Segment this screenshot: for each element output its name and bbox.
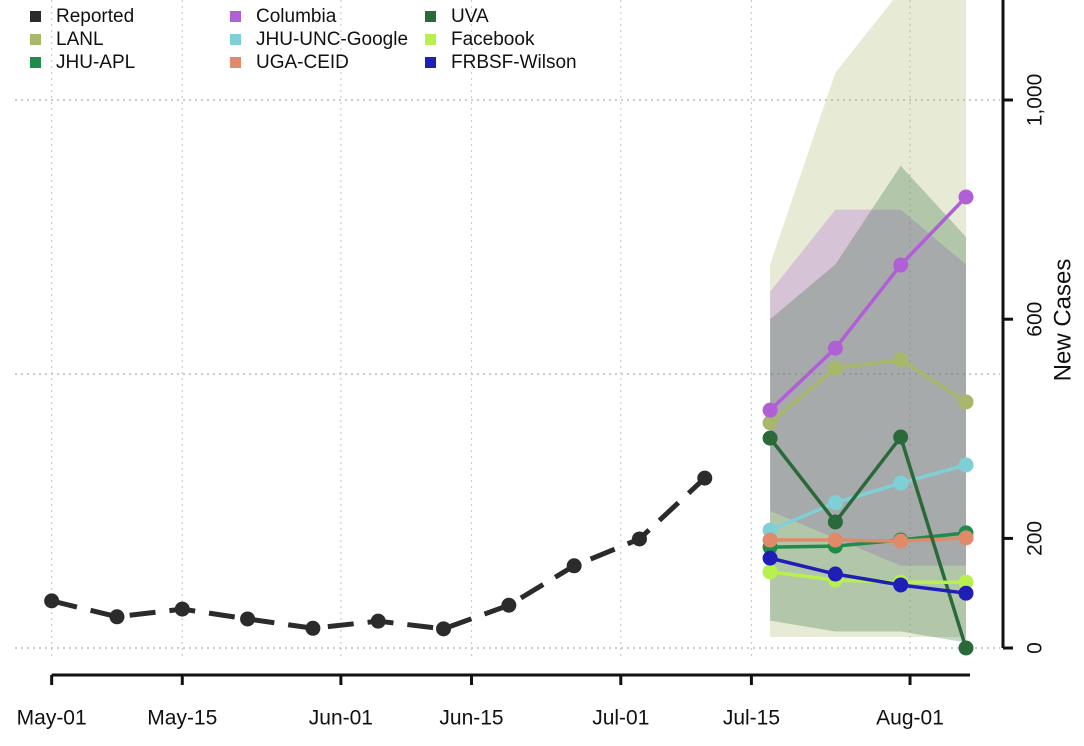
data-point xyxy=(958,530,974,546)
data-point xyxy=(827,340,843,356)
series-line xyxy=(768,195,968,412)
x-tick-label: Jun-15 xyxy=(439,707,503,730)
data-point xyxy=(762,564,778,580)
legend-swatch xyxy=(30,11,41,22)
data-point xyxy=(893,475,909,491)
legend-label: Columbia xyxy=(256,6,337,27)
data-point xyxy=(240,611,256,627)
legend-label: Facebook xyxy=(451,29,535,50)
legend-swatch xyxy=(425,11,436,22)
x-tick-label: Jul-01 xyxy=(592,707,649,730)
data-point xyxy=(893,352,909,368)
data-point xyxy=(827,566,843,582)
legend-swatch xyxy=(230,11,241,22)
x-tick-label: May-01 xyxy=(17,707,87,730)
legend-label: UVA xyxy=(451,6,489,27)
data-point xyxy=(893,577,909,593)
data-point xyxy=(174,601,190,617)
data-point xyxy=(958,574,974,590)
series-line xyxy=(769,463,967,532)
data-point xyxy=(566,558,582,574)
legend-swatch xyxy=(230,57,241,68)
x-tick-label: Aug-01 xyxy=(876,707,944,730)
series-line xyxy=(768,433,968,649)
y-tick-label: 600 xyxy=(1024,302,1047,337)
x-tick-label: Jun-01 xyxy=(309,707,373,730)
uncertainty-band xyxy=(770,165,967,643)
y-axis-label: New Cases xyxy=(1049,259,1076,382)
legend-label: JHU-APL xyxy=(56,52,135,73)
data-point xyxy=(827,532,843,548)
y-tick-label: 0 xyxy=(1024,642,1047,654)
data-point xyxy=(305,620,321,636)
data-point xyxy=(436,621,452,637)
legend-label: UGA-CEID xyxy=(256,52,349,73)
y-tick-label: 200 xyxy=(1024,521,1047,556)
data-point xyxy=(762,550,778,566)
data-point xyxy=(762,532,778,548)
legend-label: Reported xyxy=(56,6,134,27)
data-point xyxy=(893,257,909,273)
data-point xyxy=(501,597,517,613)
legend-label: LANL xyxy=(56,29,104,50)
data-point xyxy=(893,533,909,549)
legend-swatch xyxy=(30,34,41,45)
series-line xyxy=(51,476,707,632)
data-point xyxy=(958,189,974,205)
data-point xyxy=(958,585,974,601)
series-line xyxy=(769,556,967,595)
data-point xyxy=(697,470,713,486)
data-point xyxy=(762,430,778,446)
data-point xyxy=(827,360,843,376)
x-tick-label: Jul-15 xyxy=(723,707,780,730)
data-point xyxy=(827,514,843,530)
series-line xyxy=(770,531,967,549)
data-point xyxy=(631,531,647,547)
legend-swatch xyxy=(425,57,436,68)
data-point xyxy=(958,394,974,410)
legend-label: FRBSF-Wilson xyxy=(451,52,577,73)
legend-swatch xyxy=(230,34,241,45)
data-point xyxy=(958,457,974,473)
legend-swatch xyxy=(425,34,436,45)
data-point xyxy=(762,415,778,431)
legend-swatch xyxy=(30,57,41,68)
legend-label: JHU-UNC-Google xyxy=(256,29,408,50)
data-point xyxy=(370,613,386,629)
x-tick-label: May-15 xyxy=(147,707,217,730)
data-point xyxy=(762,402,778,418)
series-line xyxy=(768,357,967,425)
data-point xyxy=(958,640,974,656)
y-tick-label: 1,000 xyxy=(1024,74,1047,127)
data-point xyxy=(827,495,843,511)
data-point xyxy=(44,593,60,609)
data-point xyxy=(109,609,125,625)
data-point xyxy=(893,429,909,445)
